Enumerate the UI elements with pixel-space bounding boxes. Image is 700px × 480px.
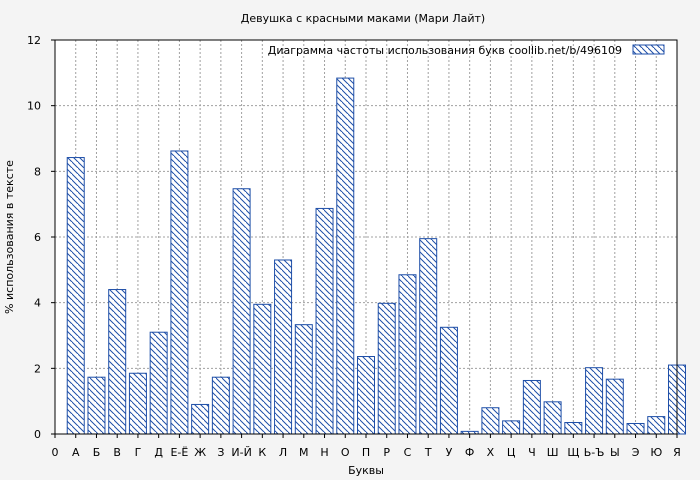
y-axis-ticks: 0 2 4 6 8 10 12: [27, 34, 55, 441]
bar-К: [253, 303, 272, 435]
x-tick-label: Н: [320, 446, 328, 459]
x-tick-label: О: [341, 446, 350, 459]
bar-Щ: [564, 422, 583, 435]
bar-Ю: [647, 416, 666, 435]
x-tick-label: А: [72, 446, 80, 459]
bar-Л: [274, 259, 293, 435]
bar-С: [398, 274, 417, 435]
y-tick-label: 12: [27, 34, 41, 47]
bar-Ч: [522, 379, 541, 435]
x-tick-label: Т: [424, 446, 432, 459]
y-tick-label: 0: [34, 428, 41, 441]
x-tick-label: Ж: [194, 446, 206, 459]
x-tick-label: И-Й: [231, 446, 251, 459]
bar-Ы: [605, 378, 624, 435]
bar-Ц: [502, 420, 521, 435]
chart-title: Девушка с красными маками (Мари Лайт): [241, 12, 485, 25]
x-tick-label: У: [446, 446, 453, 459]
legend-label: Диаграмма частоты использования букв coo…: [268, 44, 622, 57]
y-tick-label: 2: [34, 362, 41, 375]
y-tick-label: 8: [34, 165, 41, 178]
bar-Н: [315, 207, 334, 435]
x-tick-label: К: [258, 446, 266, 459]
x-tick-label: Ш: [547, 446, 559, 459]
y-tick-label: 4: [34, 297, 41, 310]
bar-Е-Ё: [170, 150, 189, 435]
x-tick-label: Ы: [610, 446, 620, 459]
legend: Диаграмма частоты использования букв coo…: [268, 44, 665, 57]
x-tick-label: Д: [154, 446, 163, 459]
x-tick-label: Ц: [507, 446, 516, 459]
bar-У: [439, 326, 458, 435]
bar-А: [66, 157, 85, 435]
x-tick-label: Б: [93, 446, 101, 459]
y-tick-label: 10: [27, 100, 41, 113]
x-tick-label: П: [362, 446, 370, 459]
bar-З: [211, 376, 230, 435]
x-tick-label: Х: [487, 446, 495, 459]
x-tick-label: Г: [135, 446, 142, 459]
bar-М: [294, 324, 313, 435]
x-tick-label: М: [299, 446, 309, 459]
bar-Х: [481, 407, 500, 435]
x-tick-label: Р: [383, 446, 390, 459]
bar-Ж: [191, 403, 210, 435]
x-tick-label: В: [113, 446, 121, 459]
bar-В: [108, 289, 127, 435]
bar-Т: [419, 238, 438, 435]
x-tick-label: Л: [279, 446, 287, 459]
x-tick-label: Ч: [528, 446, 536, 459]
x-tick-label: Я: [673, 446, 681, 459]
x-tick-label: 0: [52, 446, 59, 459]
bar-Ь-Ъ: [585, 367, 604, 435]
x-tick-label: Ь-Ъ: [584, 446, 605, 459]
bar-Э: [626, 422, 645, 435]
x-tick-label: З: [217, 446, 224, 459]
x-tick-label: Ф: [465, 446, 474, 459]
bar-И-Й: [232, 188, 251, 435]
bar-П: [356, 356, 376, 435]
x-tick-label: Е-Ё: [170, 446, 188, 459]
bar-Ш: [543, 401, 562, 435]
x-axis-label: Буквы: [348, 464, 384, 477]
bar-Г: [128, 372, 147, 435]
x-tick-label: Ю: [650, 446, 662, 459]
bar-Д: [149, 331, 168, 435]
legend-swatch: [632, 44, 665, 55]
bars: [66, 77, 687, 435]
x-tick-label: С: [404, 446, 412, 459]
bar-О: [336, 77, 355, 435]
x-axis-ticks: 0 А Б В Г Д Е-Ё Ж З И-Й К Л М Н О П Р С Т У Ф Х Ц Ч Ш Щ Ь-Ъ Ы Э Ю Я: [52, 434, 681, 459]
bar-Р: [377, 302, 396, 435]
x-tick-label: Э: [632, 446, 640, 459]
y-tick-label: 6: [34, 231, 41, 244]
y-axis-label: % использования в тексте: [3, 160, 16, 314]
bar-Б: [87, 376, 106, 435]
x-tick-label: Щ: [567, 446, 579, 459]
